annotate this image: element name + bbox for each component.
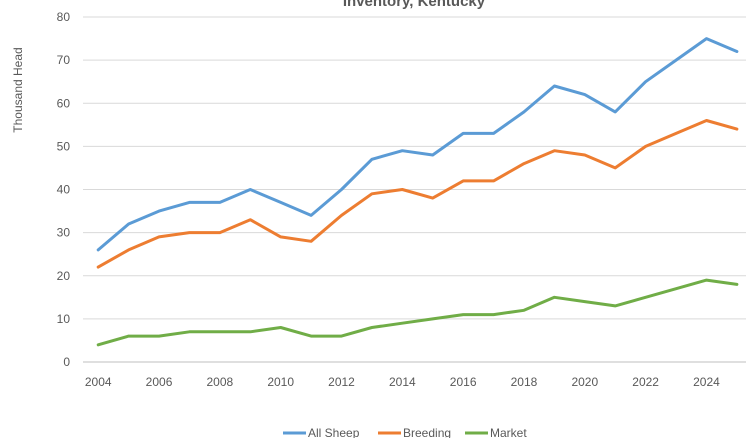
y-tick-label: 70: [57, 53, 71, 67]
x-tick-label: 2004: [85, 375, 112, 389]
y-tick-label: 40: [57, 183, 71, 197]
chart-title: Inventory, Kentucky: [343, 0, 486, 10]
x-tick-label: 2008: [207, 375, 234, 389]
y-tick-label: 30: [57, 226, 71, 240]
gridlines: [83, 16, 746, 363]
legend-label: All Sheep: [308, 426, 360, 438]
x-tick-label: 2022: [632, 375, 659, 389]
y-axis-label: Thousand Head: [11, 47, 25, 132]
y-tick-label: 80: [57, 10, 71, 24]
series-lines: [96, 37, 739, 347]
y-tick-label: 60: [57, 96, 71, 110]
y-tick-label: 50: [57, 139, 71, 153]
x-tick-label: 2012: [328, 375, 355, 389]
x-tick-label: 2024: [693, 375, 720, 389]
legend-label: Market: [490, 426, 527, 438]
x-tick-label: 2006: [146, 375, 173, 389]
x-tick-label: 2020: [571, 375, 598, 389]
series-line-market: [96, 278, 739, 347]
legend: All Sheep Breeding Market: [283, 426, 527, 438]
y-axis-ticks: 0 10 20 30 40 50 60 70 80: [57, 10, 71, 369]
y-tick-label: 0: [63, 355, 70, 369]
series-line-breeding: [96, 119, 739, 269]
legend-label: Breeding: [403, 426, 451, 438]
x-tick-label: 2010: [267, 375, 294, 389]
x-tick-label: 2014: [389, 375, 416, 389]
x-tick-label: 2018: [511, 375, 538, 389]
x-tick-label: 2016: [450, 375, 477, 389]
x-axis-ticks: 2004 2006 2008 2010 2012 2014 2016 2018 2020 2022…: [85, 375, 720, 389]
y-tick-label: 20: [57, 269, 71, 283]
y-tick-label: 10: [57, 312, 71, 326]
series-line-all-sheep: [96, 37, 739, 252]
